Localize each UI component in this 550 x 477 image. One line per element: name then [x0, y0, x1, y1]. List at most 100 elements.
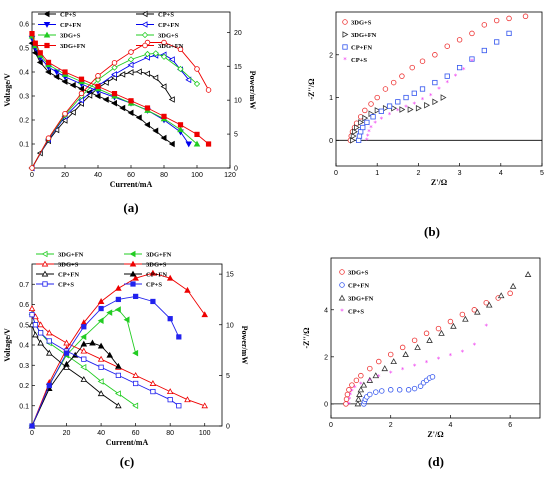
- series-5: [28, 339, 122, 429]
- data-point: [381, 365, 389, 372]
- y2-tick-label: 10: [226, 322, 234, 329]
- data-point: [45, 349, 53, 356]
- legend-entry: * CP+S: [343, 56, 367, 64]
- legend-label: CP+S: [348, 309, 364, 316]
- y2-tick-label: 15: [234, 64, 242, 71]
- data-point: [149, 380, 157, 386]
- legend-entry: 3DG+FN: [36, 250, 84, 259]
- legend-marker: *: [343, 56, 347, 64]
- data-point: [111, 64, 118, 71]
- y-tick-label: 1: [329, 95, 333, 102]
- data-point: [426, 336, 433, 343]
- series-2: [354, 271, 532, 407]
- series-1: [28, 68, 175, 172]
- data-point: [424, 101, 431, 109]
- data-point: [168, 96, 175, 103]
- data-point: [152, 50, 159, 57]
- data-point: [419, 58, 426, 64]
- data-point: [46, 338, 52, 344]
- series-7: [29, 293, 182, 429]
- data-point: [97, 342, 105, 349]
- legend-marker: [43, 22, 51, 28]
- data-point: *: [473, 341, 477, 349]
- data-point: [62, 69, 68, 75]
- data-point: [37, 321, 44, 328]
- series-2: [356, 30, 512, 143]
- data-point: [368, 101, 374, 107]
- legend-entry: 3DG+FN: [338, 294, 374, 303]
- data-point: [411, 385, 418, 392]
- legend-entry: 3DG+S: [124, 260, 167, 269]
- legend-entry: 3DG+S: [342, 19, 372, 27]
- data-point: *: [366, 132, 370, 140]
- data-point: *: [348, 396, 352, 404]
- legend-entry: CP+FN: [124, 270, 167, 279]
- data-point: [98, 364, 104, 370]
- data-point: *: [388, 111, 392, 119]
- data-point: [185, 141, 193, 148]
- data-point: [115, 296, 121, 303]
- data-point: [411, 337, 418, 344]
- data-point: [150, 388, 156, 395]
- data-point: [435, 325, 442, 332]
- data-point: [46, 382, 52, 389]
- data-point: [440, 94, 447, 101]
- data-point: [176, 334, 182, 340]
- panel-caption: (a): [123, 200, 138, 215]
- data-point: [97, 355, 105, 362]
- data-point: [399, 106, 406, 113]
- data-point: [128, 49, 134, 55]
- y2-tick-label: 5: [226, 373, 230, 380]
- panel-caption: (c): [120, 454, 134, 469]
- data-point: *: [396, 107, 400, 115]
- x-tick-label: 120: [224, 172, 236, 179]
- series-2: [28, 305, 209, 409]
- legend-marker: [142, 42, 148, 49]
- data-point: [349, 382, 355, 388]
- data-point: [132, 371, 139, 378]
- data-point: [349, 137, 356, 144]
- y2-tick-label: 15: [226, 272, 234, 279]
- data-point: [150, 298, 156, 305]
- data-point: [374, 94, 380, 101]
- data-point: [94, 92, 101, 100]
- x-tick-label: 100: [191, 172, 203, 179]
- data-point: [152, 74, 159, 82]
- data-point: [114, 306, 121, 313]
- data-point: [524, 271, 532, 277]
- data-point: [81, 324, 87, 330]
- data-point: *: [470, 58, 474, 66]
- data-point: [111, 71, 117, 78]
- data-point: [89, 339, 96, 346]
- data-point: [102, 79, 109, 86]
- data-point: [127, 69, 134, 76]
- data-point: [184, 396, 191, 403]
- series-line: [31, 71, 173, 169]
- x-tick-label: 100: [199, 430, 211, 437]
- data-point: [29, 165, 35, 171]
- data-point: *: [413, 100, 417, 108]
- x-tick-label: 20: [63, 430, 71, 437]
- data-point: [111, 99, 117, 107]
- data-point: [29, 30, 35, 37]
- x-tick-label: 80: [166, 430, 174, 437]
- data-point: [61, 78, 68, 85]
- x-tick-label: 5: [540, 170, 544, 177]
- data-point: [522, 13, 529, 20]
- data-point: [97, 390, 105, 397]
- panel-caption: (b): [424, 224, 440, 239]
- data-point: [387, 387, 394, 393]
- x-tick-label: 0: [334, 170, 338, 177]
- data-point: [32, 40, 38, 46]
- data-point: [176, 403, 182, 409]
- data-point: [399, 73, 405, 79]
- data-point: [411, 90, 417, 96]
- legend-marker: [42, 281, 48, 287]
- y-tick-label: 0.1: [19, 142, 29, 149]
- legend-label: 3DG+S: [146, 262, 167, 269]
- legend-marker: [43, 31, 51, 38]
- legend-marker: [43, 10, 50, 18]
- series-6: [29, 30, 212, 147]
- y-tick-label: 0.3: [19, 363, 29, 370]
